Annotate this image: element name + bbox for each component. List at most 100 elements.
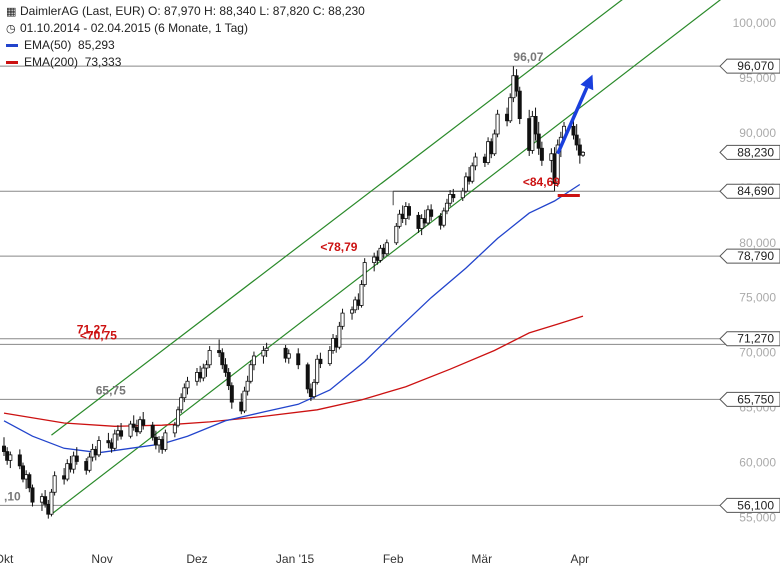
candle-body (489, 141, 494, 155)
candle-body (539, 147, 544, 161)
candle-body (179, 397, 184, 411)
ema200-swatch (6, 61, 18, 65)
candle-body (581, 151, 586, 156)
candle-body (68, 463, 73, 470)
legend-ema50: EMA(50) 85,293 (6, 38, 115, 52)
candle-body (128, 423, 133, 437)
candle-body (362, 262, 367, 285)
candle-body (467, 176, 472, 182)
candle-body (264, 347, 269, 351)
annotation-label: 71,27 (77, 323, 107, 337)
candle-body (112, 433, 117, 449)
candle-body (71, 455, 76, 470)
candle-body (49, 491, 54, 515)
candle-body (223, 364, 228, 373)
candle-body (24, 474, 29, 480)
candle-body (150, 424, 155, 438)
price-level-tag-box (719, 331, 780, 347)
candle-body (84, 461, 89, 471)
candle-body (327, 350, 332, 365)
candle-body (134, 427, 139, 433)
candle-body (185, 380, 190, 389)
candle-body (438, 216, 443, 226)
candle-body (350, 309, 355, 314)
candle-body (305, 364, 310, 390)
candle-body (217, 350, 222, 354)
candle-body (400, 213, 405, 220)
candle-body (486, 141, 491, 163)
candle-body (416, 214, 421, 229)
trend-channel-layer (51, 0, 722, 515)
candle-body (530, 116, 535, 151)
candle-body (39, 496, 44, 503)
price-level-tag-label: 96,070 (737, 59, 774, 73)
candle-body (176, 409, 181, 426)
ema50-swatch (6, 44, 18, 48)
annotation-label: 65,75 (96, 383, 126, 397)
candle-body (115, 430, 120, 435)
price-level-tag-label: 84,690 (737, 184, 774, 198)
candle-body (204, 364, 209, 369)
ema200-label: EMA(200) (24, 55, 79, 69)
candle-body (422, 218, 427, 224)
y-tick-label: 100,000 (733, 16, 777, 30)
y-tick-label: 95,000 (739, 71, 776, 85)
x-tick-label: Mär (471, 552, 492, 566)
clock-icon: ◷ (6, 23, 16, 35)
candle-body (460, 190, 465, 199)
legend-ema200: EMA(200) 73,333 (6, 55, 121, 69)
candle-body (508, 97, 513, 122)
candle-body (229, 385, 234, 403)
annotation-label: <70,75 (80, 328, 117, 342)
annotation-label: <84,69 (523, 175, 560, 189)
candle-body (492, 133, 497, 155)
annotation-layer: 96,07 <84,69 <78,79 71,27<70,75 65,75 ,10 (4, 50, 594, 503)
y-tick-label: 75,000 (739, 291, 776, 305)
candle-body (109, 442, 114, 449)
price-level-tag-label: 71,270 (737, 332, 774, 346)
candle-body (163, 432, 168, 450)
candle-body (577, 144, 582, 156)
price-level-tag-box (719, 497, 780, 513)
ema50-label: EMA(50) (24, 38, 72, 52)
candle-body (296, 353, 301, 366)
x-tick-label: Nov (91, 552, 112, 566)
candle-body (62, 475, 67, 480)
candle-body (473, 156, 478, 167)
candle-body (419, 218, 424, 229)
candle-body (337, 325, 342, 348)
candle-body (403, 206, 408, 220)
candle-body (384, 242, 389, 255)
candle-body (261, 350, 266, 357)
candle-body (334, 337, 339, 348)
candle-body (248, 364, 253, 382)
x-tick-label: Okt (0, 552, 14, 566)
candle-body (451, 194, 456, 199)
candle-body (65, 463, 70, 480)
y-tick-label: 80,000 (739, 236, 776, 250)
candle-body (549, 153, 554, 161)
candle-body (482, 156, 487, 163)
candle-body (340, 312, 345, 327)
candle-body (239, 401, 244, 412)
candle-body (46, 503, 51, 515)
candle-body (359, 284, 364, 306)
candle-body (52, 475, 57, 493)
x-axis: Okt Nov Dez Jan '15 Feb Mär Apr (0, 552, 589, 566)
price-level-tag-box (719, 58, 780, 74)
candle-body (315, 358, 320, 383)
candle-body (406, 206, 411, 216)
candle-body (20, 465, 25, 480)
candle-body (141, 419, 146, 426)
ema200-line (3, 315, 584, 427)
x-tick-label: Jan '15 (276, 552, 315, 566)
candle-body (90, 448, 95, 458)
candle-body (242, 390, 247, 412)
candle-body (533, 116, 538, 135)
candle-body (353, 299, 358, 311)
current-price-tag-box (719, 144, 780, 160)
candle-body (220, 352, 225, 366)
candle-body (131, 423, 136, 428)
candle-body (153, 436, 158, 446)
